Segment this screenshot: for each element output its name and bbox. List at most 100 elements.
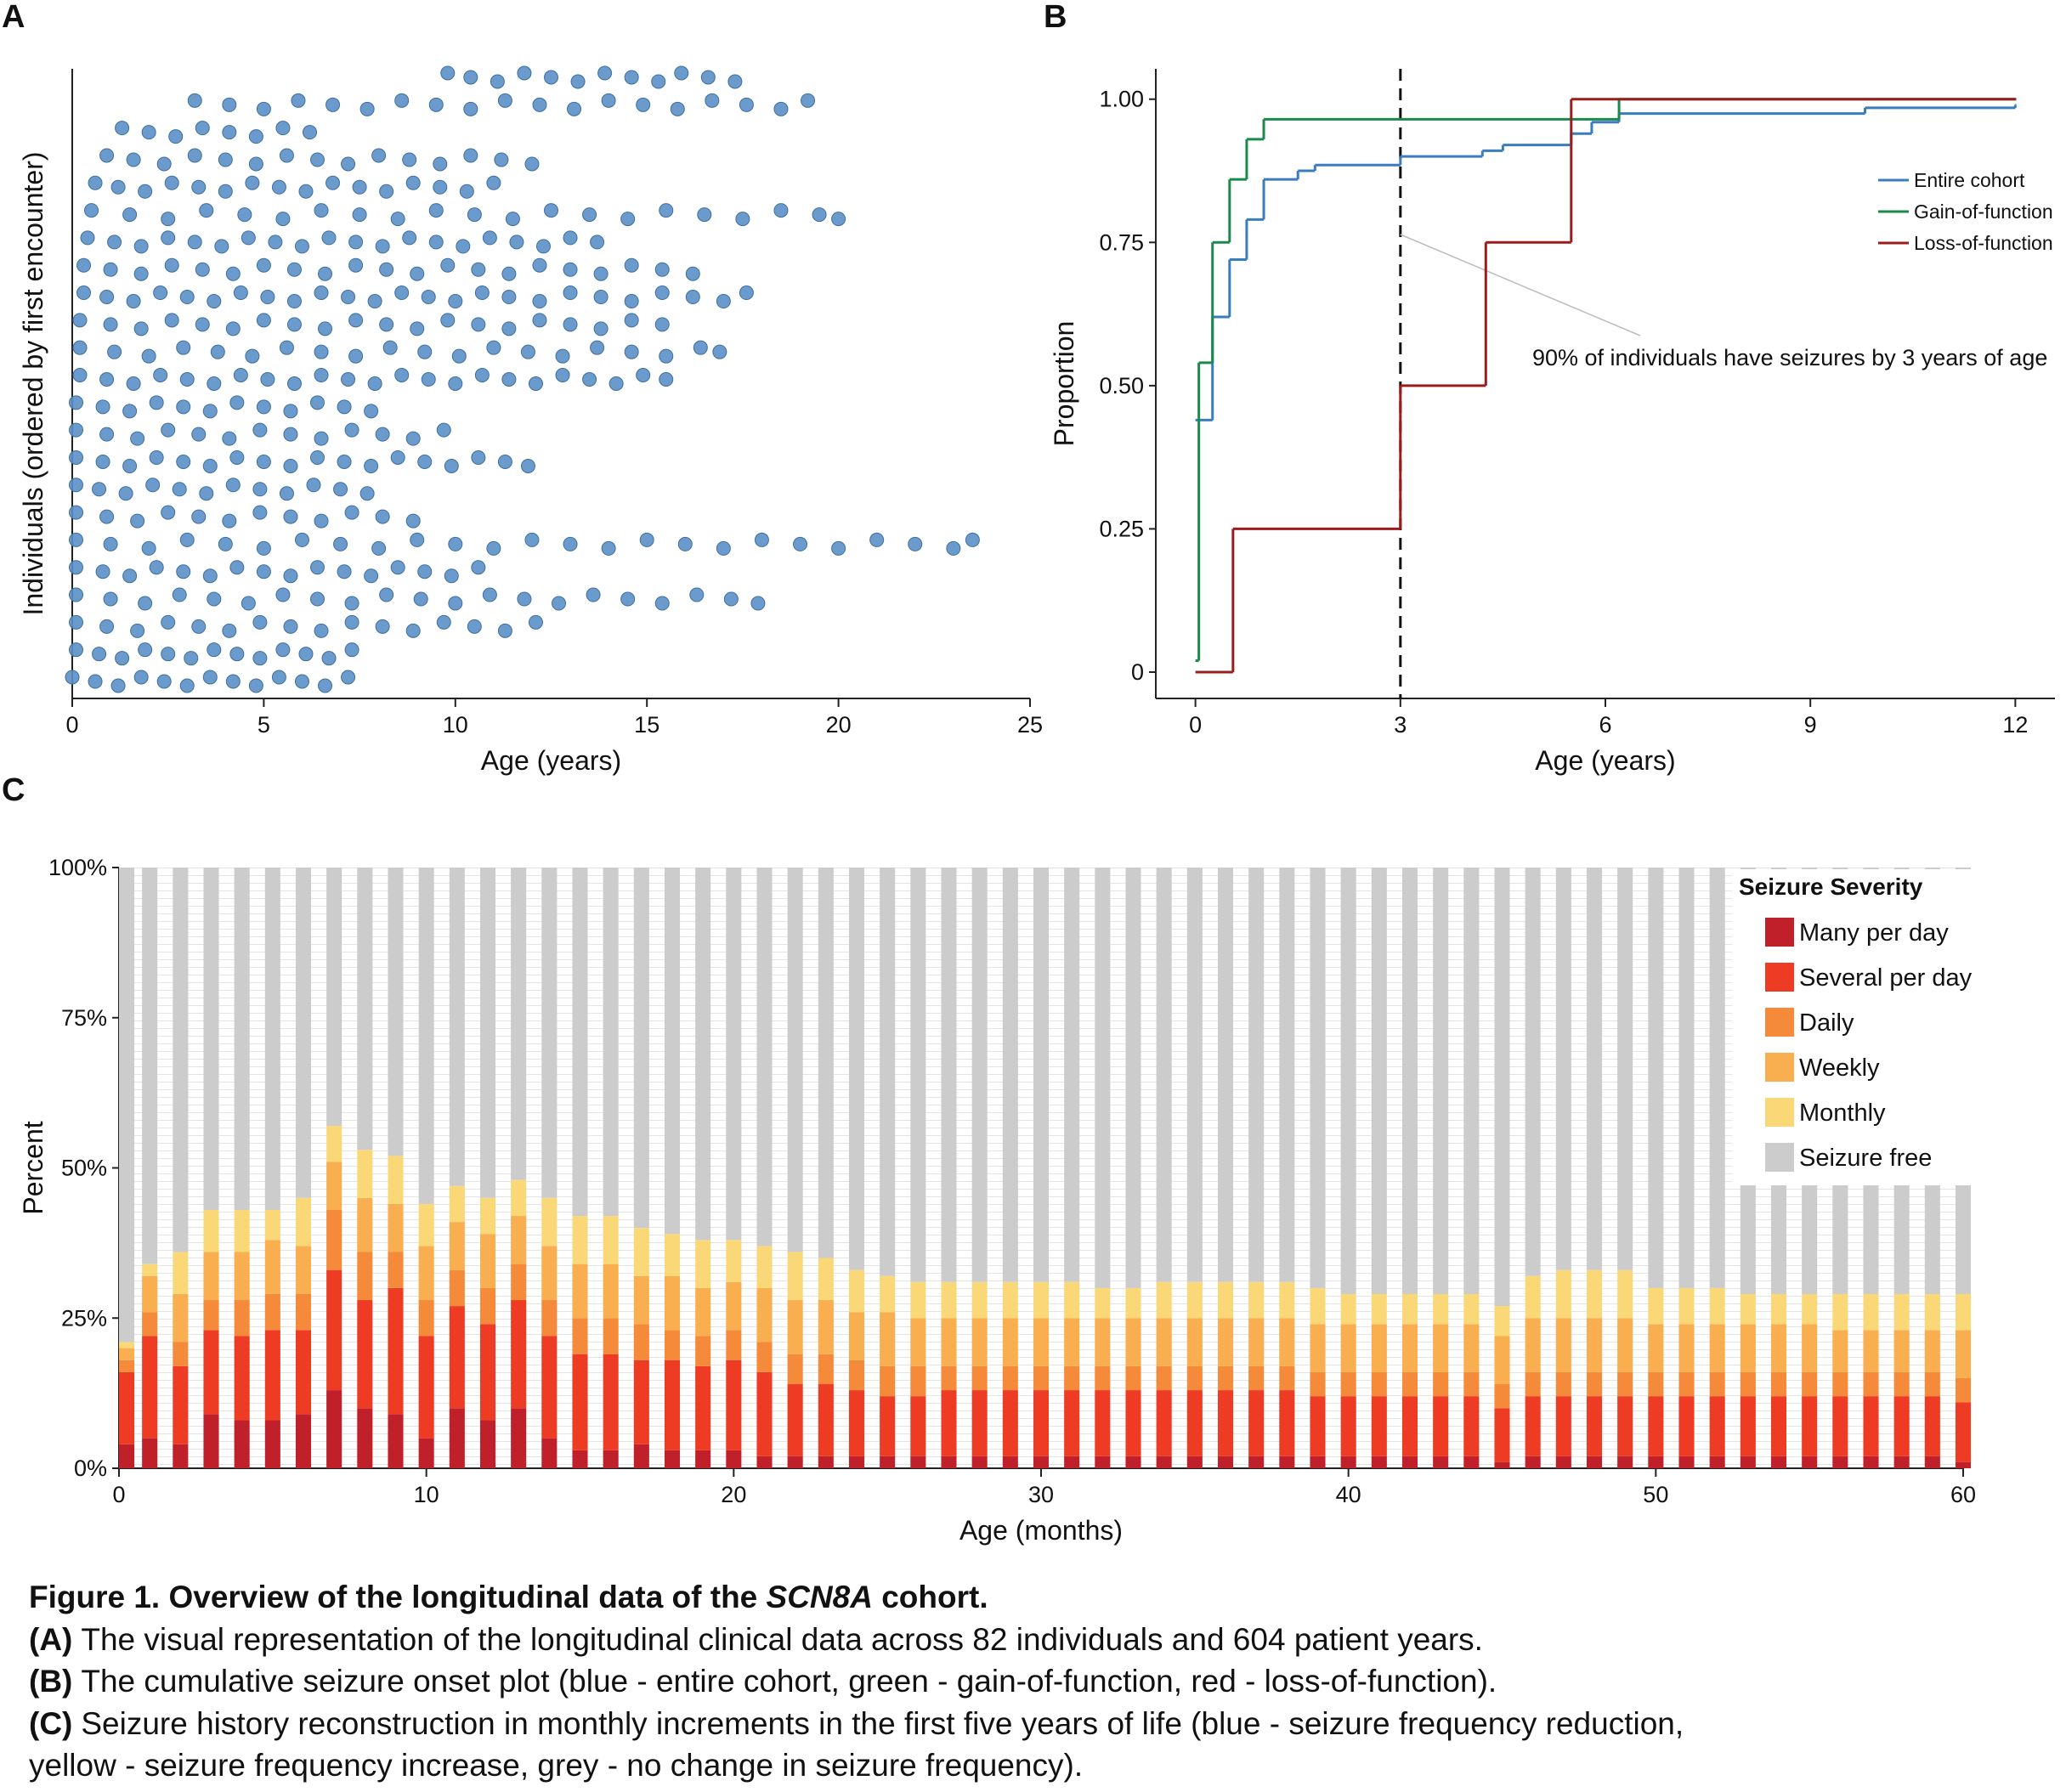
- bar-segment: [1310, 1287, 1326, 1325]
- bar-segment: [1709, 1396, 1725, 1456]
- bar-segment: [1156, 1390, 1172, 1456]
- bar-segment: [173, 1365, 189, 1444]
- point: [176, 340, 191, 355]
- point: [179, 290, 195, 305]
- point: [256, 101, 271, 116]
- point: [471, 449, 486, 465]
- bar-segment: [572, 868, 588, 1217]
- bar-segment: [357, 1150, 373, 1198]
- bar-segment: [1401, 1371, 1418, 1397]
- point: [99, 148, 115, 163]
- point: [689, 587, 705, 602]
- point: [99, 509, 115, 524]
- bar-segment: [910, 868, 926, 1282]
- x-tick-label: 20: [721, 1482, 746, 1507]
- bar-segment: [910, 1318, 926, 1366]
- point: [164, 175, 179, 190]
- point: [298, 184, 314, 199]
- bar-segment: [1617, 1269, 1633, 1319]
- bar-segment: [326, 1162, 342, 1210]
- bar-segment: [1156, 1456, 1172, 1468]
- bar-segment: [173, 868, 189, 1252]
- point: [294, 674, 309, 689]
- point: [233, 285, 248, 301]
- point: [379, 317, 394, 332]
- bar-segment: [173, 1444, 189, 1468]
- point: [405, 623, 421, 638]
- bar-segment: [479, 868, 496, 1198]
- bar-segment: [295, 868, 312, 1198]
- bar-segment: [142, 1263, 158, 1276]
- bar-segment: [1186, 1318, 1203, 1366]
- bar-segment: [1401, 1396, 1418, 1456]
- bar-segment: [295, 1330, 312, 1415]
- point: [149, 395, 164, 410]
- point: [586, 587, 601, 602]
- bar-segment: [1617, 1396, 1633, 1456]
- point: [318, 321, 333, 336]
- bar-segment: [971, 868, 988, 1282]
- point: [95, 399, 110, 415]
- bar-segment: [941, 1281, 957, 1319]
- bar-segment: [1832, 1396, 1848, 1456]
- bar-segment: [1125, 1390, 1141, 1456]
- bar-segment: [541, 1336, 558, 1439]
- bar-segment: [1678, 1287, 1695, 1325]
- bar-segment: [1648, 1287, 1664, 1325]
- bar-segment: [1494, 1336, 1510, 1385]
- bar-segment: [203, 1414, 219, 1468]
- point: [279, 486, 294, 501]
- point: [275, 642, 291, 658]
- point: [248, 156, 263, 172]
- bar-segment: [1740, 1293, 1756, 1325]
- bar-segment: [119, 1342, 135, 1348]
- bar-segment: [388, 1287, 404, 1415]
- point: [298, 647, 314, 662]
- point: [946, 540, 961, 556]
- bar-segment: [1217, 1390, 1234, 1456]
- bar-segment: [664, 1360, 681, 1450]
- point: [110, 179, 126, 195]
- point: [229, 560, 245, 575]
- point: [624, 70, 639, 85]
- point: [133, 239, 149, 254]
- bar-segment: [357, 868, 373, 1150]
- x-tick-label: 20: [826, 712, 852, 738]
- bar-segment: [1678, 1324, 1695, 1372]
- bar-segment: [664, 1330, 681, 1360]
- bar-segment: [941, 1456, 957, 1468]
- point: [286, 376, 302, 391]
- bar-segment: [511, 1263, 527, 1301]
- point: [348, 313, 364, 328]
- point: [88, 674, 103, 689]
- point: [410, 321, 425, 336]
- y-tick-label: 75%: [61, 1005, 107, 1031]
- bar-segment: [418, 868, 434, 1204]
- legend-swatch: [1765, 963, 1794, 992]
- bar-segment: [1248, 868, 1265, 1282]
- point: [590, 340, 605, 355]
- point: [318, 266, 333, 281]
- bar-segment: [1555, 1456, 1571, 1468]
- bar-segment: [1002, 1318, 1018, 1366]
- bar-segment: [1217, 868, 1234, 1282]
- bar-segment: [1648, 1324, 1664, 1372]
- bar-segment: [173, 1342, 189, 1366]
- point: [248, 129, 263, 144]
- bar-segment: [264, 868, 280, 1210]
- point: [359, 101, 375, 116]
- bar-segment: [511, 868, 527, 1180]
- point: [65, 670, 80, 685]
- point: [375, 509, 390, 524]
- x-tick-label: 25: [1017, 712, 1043, 738]
- y-tick-label: 1.00: [1099, 87, 1144, 112]
- point: [279, 340, 294, 355]
- point: [72, 313, 88, 328]
- bar-segment: [1340, 1293, 1356, 1325]
- x-tick-label: 30: [1028, 1482, 1054, 1507]
- bar-segment: [818, 1258, 834, 1301]
- point: [161, 614, 176, 630]
- bar-segment: [848, 1456, 865, 1468]
- point: [141, 348, 156, 364]
- annotation-leader: [1400, 234, 1641, 336]
